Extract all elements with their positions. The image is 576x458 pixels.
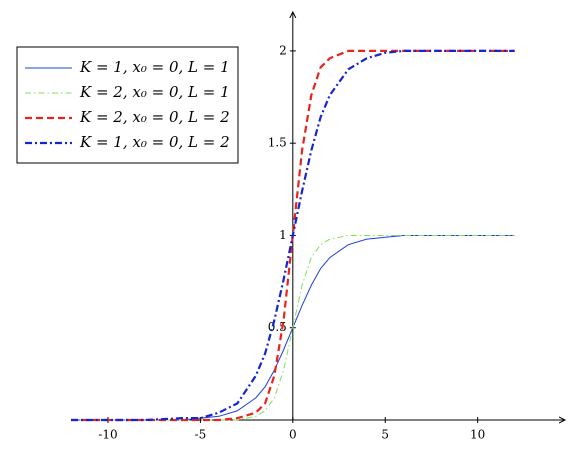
x-tick-label: -5 [195, 428, 207, 442]
legend-label: K = 2, x₀ = 0, L = 2 [79, 108, 230, 126]
legend-label: K = 1, x₀ = 0, L = 1 [79, 58, 230, 76]
y-tick-label: 1 [279, 228, 287, 242]
y-tick-label: 0.5 [268, 320, 287, 334]
legend-label: K = 2, x₀ = 0, L = 1 [79, 83, 230, 101]
x-tick-label: 10 [470, 428, 485, 442]
y-tick-label: 1.5 [268, 136, 287, 150]
legend-label: K = 1, x₀ = 0, L = 2 [79, 133, 230, 151]
series-line [71, 49, 515, 422]
x-tick-label: 0 [289, 428, 297, 442]
legend-box [16, 46, 239, 164]
x-tick-label: -10 [98, 428, 117, 442]
x-tick-label: 5 [381, 428, 389, 442]
y-tick-label: 2 [279, 43, 287, 57]
